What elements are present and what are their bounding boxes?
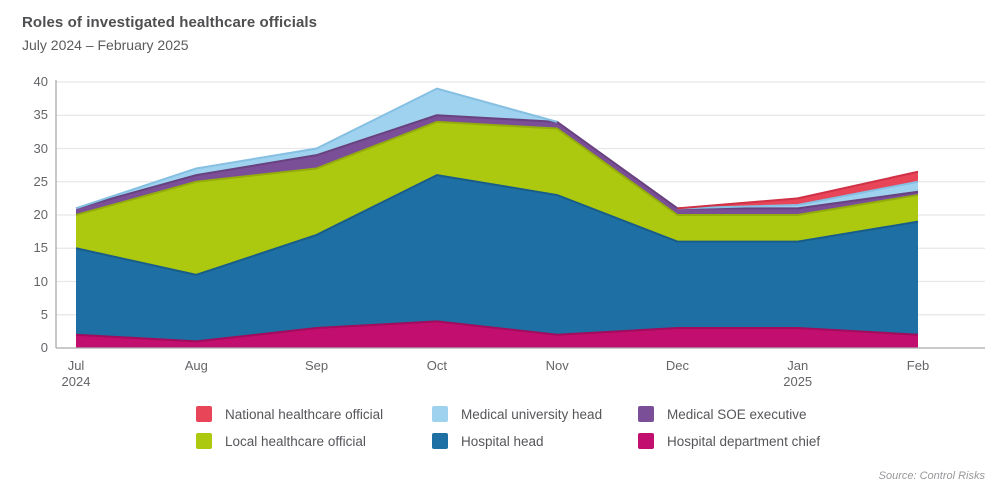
legend-label: Medical university head	[461, 406, 603, 422]
legend-swatch-medical-soe-executive	[638, 406, 654, 422]
y-axis-tick-label-0: 0	[40, 340, 48, 355]
legend-item-national-healthcare-official: National healthcare official	[196, 406, 432, 422]
area-local-healthcare-official	[76, 121, 918, 275]
x-axis-label-jan: Jan 2025	[753, 358, 843, 390]
y-axis-tick-label-15: 15	[33, 240, 48, 256]
area-medical-university-head	[76, 88, 918, 209]
area-hospital-head	[76, 175, 918, 342]
legend-label: Hospital department chief	[667, 433, 821, 449]
x-axis-label-feb: Feb	[906, 358, 930, 373]
legend-swatch-medical-university-head	[432, 406, 448, 422]
x-axis-label-jul: Jul 2024	[31, 358, 121, 390]
y-axis-tick-label-30: 30	[33, 140, 48, 156]
legend-label: Local healthcare official	[225, 433, 366, 449]
area-edge-local-healthcare-official	[75, 120, 919, 216]
area-edge-hospital-department-chief	[75, 320, 919, 343]
area-edge-medical-university-head	[75, 87, 558, 210]
y-axis-tick-label-10: 10	[33, 273, 48, 289]
legend-label: Hospital head	[461, 433, 544, 449]
legend-label: Medical SOE executive	[667, 406, 807, 422]
legend-swatch-hospital-department-chief	[638, 433, 654, 449]
x-axis-year-label: 2024	[61, 374, 91, 389]
legend-item-hospital-head: Hospital head	[432, 433, 638, 449]
x-axis-label-aug: Aug	[184, 358, 208, 373]
page-subtitle: July 2024 – February 2025	[22, 37, 189, 53]
legend-label: National healthcare official	[225, 406, 384, 422]
area-edge-hospital-head	[75, 174, 919, 276]
legend-item-medical-university-head: Medical university head	[432, 406, 638, 422]
source-attribution: Source: Control Risks	[878, 470, 985, 482]
legend-swatch-national-healthcare-official	[196, 406, 212, 422]
x-axis-label-nov: Nov	[545, 358, 569, 373]
legend-item-local-healthcare-official: Local healthcare official	[196, 433, 432, 449]
y-axis-tick-label-35: 35	[33, 107, 48, 123]
legend-swatch-local-healthcare-official	[196, 433, 212, 449]
area-medical-soe-executive	[76, 115, 918, 215]
legend-item-hospital-department-chief: Hospital department chief	[638, 433, 820, 449]
legend: National healthcare official Medical uni…	[196, 406, 820, 449]
y-axis-tick-label-40: 40	[33, 74, 48, 89]
x-axis-label-oct: Oct	[426, 358, 447, 373]
area-edge-medical-university-head	[677, 180, 919, 210]
area-edge-medical-soe-executive	[75, 114, 919, 210]
x-axis-label-sep: Sep	[304, 358, 329, 373]
legend-item-medical-soe-executive: Medical SOE executive	[638, 406, 820, 422]
y-axis-tick-label-5: 5	[40, 306, 48, 322]
area-edge-national-healthcare-official	[677, 170, 919, 210]
area-national-healthcare-official	[76, 88, 918, 209]
y-axis-tick-label-25: 25	[33, 173, 48, 189]
x-axis-label-dec: Dec	[665, 358, 689, 373]
legend-swatch-hospital-head	[432, 433, 448, 449]
page-title: Roles of investigated healthcare officia…	[22, 14, 318, 31]
x-axis-year-label: 2025	[783, 374, 813, 389]
y-axis-tick-label-20: 20	[33, 207, 48, 222]
